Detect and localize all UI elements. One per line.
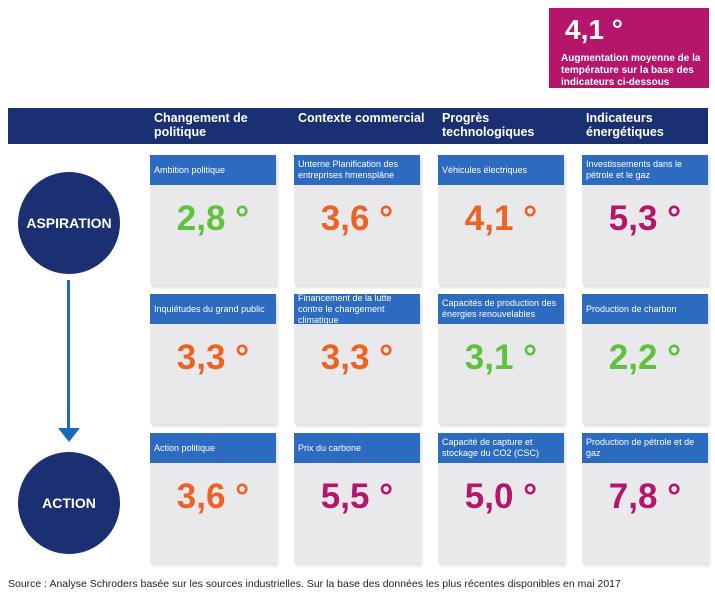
card-label: Prix du carbone xyxy=(294,433,420,463)
card-label: Véhicules électriques xyxy=(438,155,564,185)
card-inquietudes: Inquiétudes du grand public 3,3 ° xyxy=(150,294,276,424)
summary-description: Augmentation moyenne de la température s… xyxy=(561,53,701,88)
card-value: 4,1 ° xyxy=(464,199,538,238)
column-title-technologique: Progrès technologiques xyxy=(442,111,535,139)
card-petrole-gaz: Production de pétrole et de gaz 7,8 ° xyxy=(582,433,708,563)
card-label: Inquiétudes du grand public xyxy=(150,294,276,324)
card-planification: Unterne Planification des entreprises hm… xyxy=(294,155,420,285)
source-note: Source : Analyse Schroders basée sur les… xyxy=(8,578,621,590)
card-label: Ambition politique xyxy=(150,155,276,185)
card-csc: Capacité de capture et stockage du CO2 (… xyxy=(438,433,564,563)
card-value: 5,5 ° xyxy=(320,477,394,516)
card-ambition-politique: Ambition politique 2,8 ° xyxy=(150,155,276,285)
action-circle: ACTION xyxy=(18,452,120,554)
card-financement: Financement de la lutte contre le change… xyxy=(294,293,420,424)
card-label: Production de pétrole et de gaz xyxy=(582,433,708,463)
arrow-line xyxy=(67,280,70,428)
card-renouvelables: Capacités de production des énergies ren… xyxy=(438,294,564,424)
card-value: 2,2 ° xyxy=(608,338,682,377)
card-value: 5,0 ° xyxy=(464,477,538,516)
summary-box: 4,1 ° Augmentation moyenne de la tempéra… xyxy=(549,8,709,88)
action-label: ACTION xyxy=(42,495,96,511)
column-title-politique: Changement de politique xyxy=(154,111,248,139)
card-action-politique: Action politique 3,6 ° xyxy=(150,433,276,563)
card-label: Financement de la lutte contre le change… xyxy=(294,293,420,325)
card-label: Action politique xyxy=(150,433,276,463)
card-value: 3,1 ° xyxy=(464,338,538,377)
card-label: Capacité de capture et stockage du CO2 (… xyxy=(438,433,564,463)
card-value: 3,6 ° xyxy=(176,477,250,516)
card-value: 3,6 ° xyxy=(320,199,394,238)
card-investissements: Investissements dans le pétrole et le ga… xyxy=(582,155,708,285)
card-value: 3,3 ° xyxy=(176,338,250,377)
card-label: Production de charbon xyxy=(582,294,708,324)
card-label: Unterne Planification des entreprises hm… xyxy=(294,155,420,185)
arrow-down-icon xyxy=(58,428,80,442)
summary-value: 4,1 ° xyxy=(565,14,623,45)
column-title-energetique: Indicateurs énergétiques xyxy=(586,111,664,139)
column-title-commercial: Contexte commercial xyxy=(298,111,425,125)
card-value: 7,8 ° xyxy=(608,477,682,516)
card-value: 5,3 ° xyxy=(608,199,682,238)
card-value: 3,3 ° xyxy=(320,338,394,377)
header-bar xyxy=(8,108,708,144)
card-value: 2,8 ° xyxy=(176,199,250,238)
card-label: Capacités de production des énergies ren… xyxy=(438,294,564,324)
card-charbon: Production de charbon 2,2 ° xyxy=(582,294,708,424)
card-prix-carbone: Prix du carbone 5,5 ° xyxy=(294,433,420,563)
card-label: Investissements dans le pétrole et le ga… xyxy=(582,155,708,185)
aspiration-circle: ASPIRATION xyxy=(18,172,120,274)
aspiration-label: ASPIRATION xyxy=(26,215,112,231)
card-vehicules-electriques: Véhicules électriques 4,1 ° xyxy=(438,155,564,285)
